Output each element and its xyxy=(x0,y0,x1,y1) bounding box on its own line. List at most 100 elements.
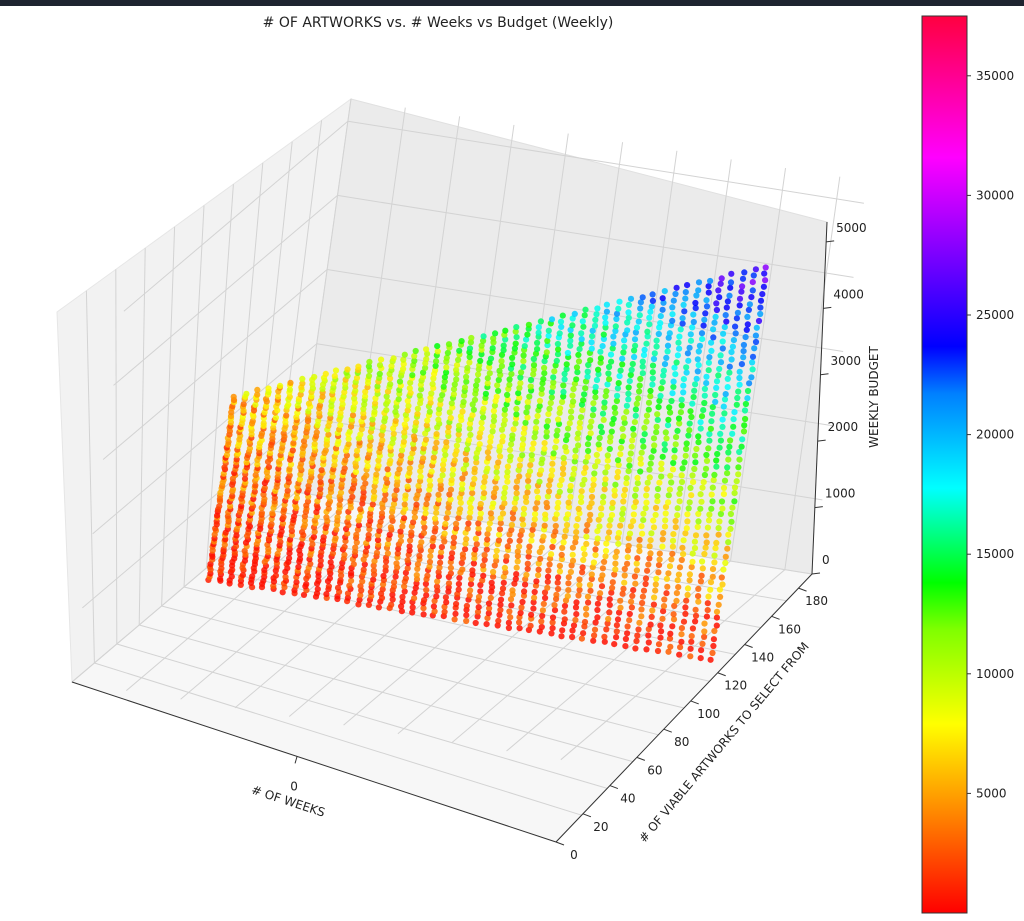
data-point xyxy=(601,638,608,645)
data-point xyxy=(393,487,400,494)
data-point xyxy=(341,551,348,559)
data-point xyxy=(712,313,719,320)
data-point xyxy=(443,443,450,450)
data-point xyxy=(384,550,391,557)
data-point xyxy=(617,367,624,374)
data-point xyxy=(730,416,737,423)
data-point xyxy=(449,471,456,478)
data-point xyxy=(345,441,352,448)
data-point xyxy=(401,421,408,428)
data-point xyxy=(761,270,768,277)
data-point xyxy=(375,462,382,469)
data-point xyxy=(229,486,237,493)
data-point xyxy=(430,454,437,461)
data-point xyxy=(380,423,387,431)
data-point xyxy=(521,588,528,595)
data-point xyxy=(572,539,579,546)
data-point xyxy=(337,422,344,429)
data-point xyxy=(636,382,643,389)
data-point xyxy=(670,611,677,618)
data-point xyxy=(378,356,385,363)
data-point xyxy=(258,509,265,516)
data-point xyxy=(572,616,579,624)
data-point xyxy=(393,560,400,567)
data-point xyxy=(316,402,324,409)
data-point xyxy=(711,471,718,478)
data-point xyxy=(677,326,684,333)
data-point xyxy=(720,484,728,491)
data-point xyxy=(687,337,695,344)
data-point xyxy=(609,420,616,427)
data-point xyxy=(749,359,756,366)
data-point xyxy=(453,376,460,383)
data-point xyxy=(587,511,594,518)
data-point xyxy=(481,478,488,485)
data-point xyxy=(603,388,610,395)
data-point xyxy=(441,608,448,616)
y-axis-line xyxy=(555,573,813,843)
data-point xyxy=(611,571,618,578)
data-point xyxy=(701,633,708,641)
data-point xyxy=(658,460,665,467)
data-point xyxy=(467,504,474,511)
data-point xyxy=(530,355,537,363)
data-point xyxy=(505,619,512,626)
data-point xyxy=(664,348,671,355)
data-point xyxy=(463,378,470,385)
data-point xyxy=(689,558,696,565)
data-point xyxy=(598,583,606,590)
data-point xyxy=(592,463,599,470)
data-point xyxy=(601,486,608,493)
data-point xyxy=(695,585,702,593)
data-point xyxy=(504,391,511,398)
data-point xyxy=(590,400,597,407)
data-point xyxy=(701,399,708,407)
data-point xyxy=(727,510,735,518)
data-point xyxy=(534,499,541,506)
data-point xyxy=(567,493,574,500)
data-point xyxy=(496,443,503,450)
data-point xyxy=(501,406,508,413)
data-point xyxy=(472,535,479,542)
data-point xyxy=(682,289,689,296)
data-point xyxy=(520,430,527,437)
data-point xyxy=(713,457,720,464)
data-point xyxy=(701,620,708,627)
data-point xyxy=(688,564,695,571)
y-tick xyxy=(663,728,672,733)
data-point xyxy=(473,541,480,548)
data-point xyxy=(555,585,562,593)
data-point xyxy=(617,451,624,458)
data-point xyxy=(563,437,570,444)
data-point xyxy=(584,521,591,529)
data-point xyxy=(299,380,306,387)
data-point xyxy=(576,419,584,426)
data-point xyxy=(407,389,414,396)
data-point xyxy=(731,490,738,497)
data-point xyxy=(575,592,582,599)
data-point xyxy=(555,416,562,423)
data-point xyxy=(676,345,683,352)
data-point xyxy=(724,545,731,552)
data-point xyxy=(349,493,356,500)
data-point xyxy=(639,358,646,365)
data-point xyxy=(275,393,282,400)
data-point xyxy=(406,547,413,554)
data-point xyxy=(450,386,458,393)
data-point xyxy=(467,581,475,588)
data-point xyxy=(695,510,702,517)
data-point xyxy=(652,587,659,594)
data-point xyxy=(735,471,742,478)
data-point xyxy=(647,387,654,394)
data-point xyxy=(695,518,702,525)
data-point xyxy=(357,506,364,513)
data-point xyxy=(697,425,704,432)
data-point xyxy=(649,297,657,304)
data-point xyxy=(614,385,622,392)
data-point xyxy=(290,440,297,447)
data-point xyxy=(588,571,595,578)
data-point xyxy=(493,547,500,554)
data-point xyxy=(671,447,678,454)
data-point xyxy=(601,399,608,406)
data-point xyxy=(475,593,483,601)
